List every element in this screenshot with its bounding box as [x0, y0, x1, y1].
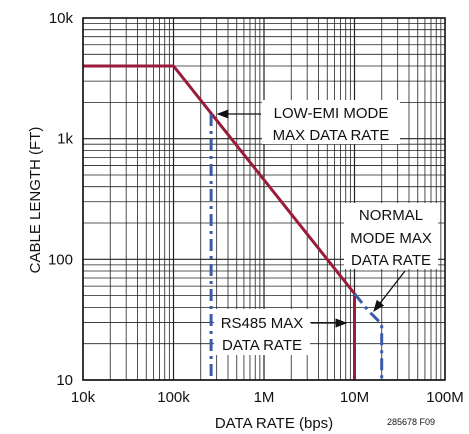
- annotation-normal-line-3: DATA RATE: [351, 252, 431, 269]
- y-tick-label: 10: [56, 372, 73, 389]
- x-tick-label: 10k: [71, 389, 96, 406]
- y-tick-label: 100: [48, 251, 73, 268]
- annotation-normal-arrow: [373, 270, 406, 312]
- plot-frame: [82, 17, 446, 381]
- annotation-rs485-line-2: DATA RATE: [222, 337, 302, 354]
- x-tick-label: 10M: [340, 389, 369, 406]
- annotation-low-emi-line-2: MAX DATA RATE: [273, 127, 390, 144]
- annotation-rs485-line-1: RS485 MAX: [221, 315, 304, 332]
- figure-id: 285678 F09: [387, 417, 435, 427]
- annotations: LOW-EMI MODE MAX DATA RATE NORMAL MODE M…: [214, 100, 438, 355]
- series-line-2: [353, 292, 384, 380]
- tick-labels: 10k 100k 1M 10M 100M 10 100 1k 10k: [48, 10, 464, 406]
- annotation-low-emi-line-1: LOW-EMI MODE: [274, 105, 389, 122]
- series-layer: [83, 64, 384, 380]
- x-tick-label: 1M: [254, 389, 275, 406]
- annotation-normal-line-2: MODE MAX: [350, 230, 432, 247]
- y-axis-title: CABLE LENGTH (FT): [27, 127, 44, 274]
- x-tick-label: 100k: [157, 389, 190, 406]
- y-tick-label: 1k: [57, 131, 73, 148]
- x-tick-label: 100M: [426, 389, 464, 406]
- annotation-normal-line-1: NORMAL: [359, 207, 423, 224]
- y-tick-label: 10k: [49, 10, 74, 27]
- series-line-1: [83, 64, 356, 380]
- x-axis-title: DATA RATE (bps): [215, 415, 333, 432]
